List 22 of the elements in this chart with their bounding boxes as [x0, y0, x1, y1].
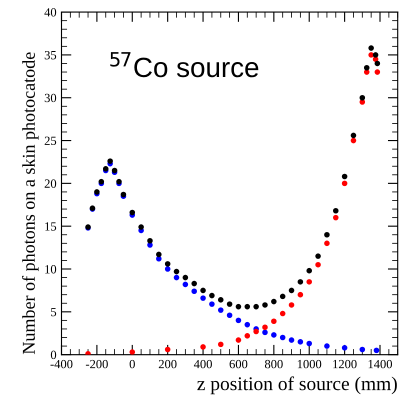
x-tick-label: -400: [50, 360, 72, 368]
y-axis-title: Number of photons on a skin photocatode: [22, 52, 39, 354]
x-tick-label: 800: [264, 360, 283, 368]
annotation: $^{57}$Co source: [110, 52, 258, 78]
x-tick-label: 1400: [368, 360, 392, 368]
y-tick-label: 25: [44, 136, 56, 146]
x-axis-title: z position of source (mm): [197, 376, 397, 394]
x-tick-label: 1000: [298, 360, 322, 368]
y-tick-label: 15: [45, 222, 56, 231]
x-tick-label: -200: [86, 360, 108, 368]
y-tick-label: 35: [44, 50, 56, 60]
y-tick-label: 20: [44, 179, 56, 188]
x-tick-label: 1200: [333, 360, 357, 368]
y-tick-label: 40: [44, 8, 56, 17]
x-tick-label: 0: [130, 360, 135, 368]
y-tick-label: 30: [44, 94, 56, 102]
x-tick-label: 600: [230, 360, 248, 368]
y-tick-label: 5: [51, 308, 56, 316]
y-tick-label: 10: [45, 265, 56, 274]
x-tick-label: 400: [194, 360, 212, 368]
y-tick-label: 0: [50, 350, 56, 360]
x-tick-label: 200: [158, 360, 177, 368]
